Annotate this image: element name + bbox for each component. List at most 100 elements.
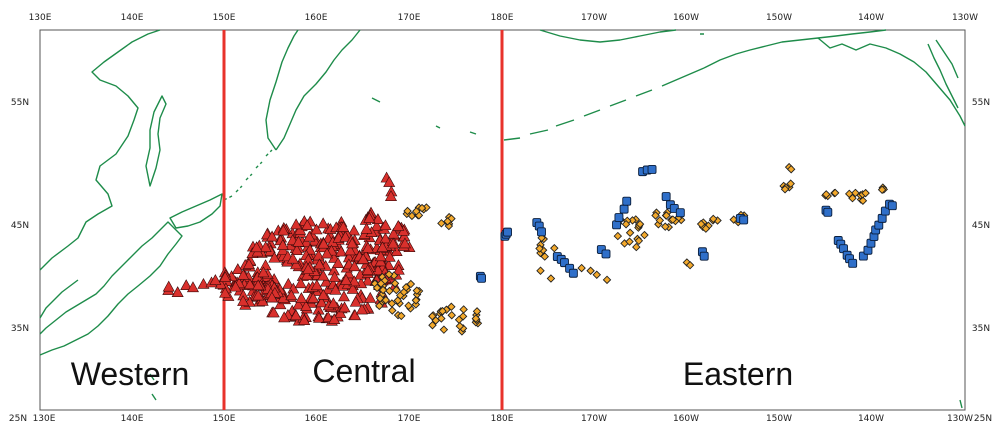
diamond-marker bbox=[685, 260, 695, 270]
diamond-marker bbox=[472, 307, 482, 316]
triangle-marker bbox=[267, 306, 280, 318]
diamond-marker bbox=[602, 275, 612, 285]
triangle-marker bbox=[298, 314, 311, 325]
triangle-marker bbox=[327, 297, 340, 309]
diamond-marker bbox=[437, 219, 446, 228]
diamond-marker bbox=[592, 270, 602, 279]
coastlines bbox=[39, 29, 966, 409]
triangle-marker bbox=[315, 296, 328, 308]
kamchatka-coast bbox=[265, 29, 361, 151]
square-marker bbox=[568, 268, 578, 278]
diamond-marker bbox=[634, 236, 644, 246]
triangle-marker bbox=[286, 252, 299, 264]
square-marker bbox=[601, 249, 611, 259]
triangle-marker bbox=[303, 230, 316, 242]
triangle-marker bbox=[329, 283, 342, 295]
diamond-marker bbox=[443, 217, 452, 226]
diamond-marker bbox=[412, 286, 422, 295]
lon-tick-bottom: 170E bbox=[398, 414, 421, 424]
triangle-marker bbox=[387, 237, 400, 249]
square-marker bbox=[675, 208, 685, 218]
triangle-marker bbox=[348, 260, 361, 272]
diamond-marker bbox=[625, 228, 635, 238]
diamond-marker bbox=[696, 219, 706, 229]
lat-tick-left: 45N bbox=[11, 221, 29, 231]
lon-tick-top: 160E bbox=[305, 13, 328, 23]
triangle-marker bbox=[379, 219, 392, 231]
aleutian-islands bbox=[503, 67, 705, 141]
triangle-marker bbox=[392, 263, 405, 275]
triangle-marker bbox=[371, 263, 384, 275]
triangle-marker bbox=[219, 271, 232, 283]
triangle-marker bbox=[186, 281, 199, 293]
square-marker bbox=[503, 227, 512, 237]
triangle-marker bbox=[392, 219, 405, 231]
lat-tick-right: 35N bbox=[972, 324, 990, 334]
hokkaido-coast bbox=[169, 193, 223, 229]
triangle-marker bbox=[361, 274, 374, 286]
triangle-marker bbox=[307, 292, 320, 303]
diamond-marker bbox=[403, 206, 412, 216]
lon-tick-top: 170W bbox=[581, 13, 607, 23]
diamond-marker bbox=[459, 305, 468, 314]
diamond-marker bbox=[546, 274, 556, 283]
triangle-marker bbox=[300, 300, 313, 312]
diamond-marker bbox=[385, 286, 394, 296]
triangle-marker bbox=[320, 247, 333, 259]
diamond-marker bbox=[384, 270, 394, 279]
triangle-marker bbox=[338, 301, 351, 313]
lon-tick-bottom: 180E bbox=[491, 414, 514, 424]
triangle-marker bbox=[171, 286, 184, 298]
lon-ticks-top: 130E 140E 150E 160E 170E 180E 170W 160W … bbox=[29, 13, 979, 23]
triangle-marker bbox=[387, 227, 400, 239]
triangle-marker bbox=[259, 241, 272, 252]
triangle-marker bbox=[360, 222, 373, 234]
square-marker bbox=[614, 213, 624, 222]
lon-tick-bottom: 140W bbox=[858, 414, 884, 424]
triangle-marker bbox=[294, 277, 307, 289]
triangle-marker bbox=[237, 268, 250, 280]
japan-coast bbox=[39, 221, 183, 356]
lon-ticks-bottom: 130E 140E 150E 160E 170E 180E 170W 160W … bbox=[33, 414, 974, 424]
triangle-marker bbox=[317, 237, 330, 249]
diamond-marker bbox=[375, 301, 384, 311]
lon-tick-bottom: 140E bbox=[121, 414, 144, 424]
diamond-marker bbox=[428, 321, 437, 330]
lon-tick-bottom: 150E bbox=[213, 414, 236, 424]
lon-tick-top: 150E bbox=[213, 13, 236, 23]
diamond-marker bbox=[632, 242, 641, 252]
diamond-marker bbox=[417, 203, 427, 213]
square-marker bbox=[739, 215, 749, 225]
lon-tick-top: 180E bbox=[491, 13, 514, 23]
diamond-marker bbox=[447, 310, 456, 320]
diamond-marker bbox=[392, 285, 401, 295]
diamond-marker bbox=[376, 279, 386, 288]
region-boundaries bbox=[222, 30, 504, 410]
square-marker bbox=[612, 220, 622, 230]
triangle-marker bbox=[290, 218, 303, 230]
square-marker bbox=[477, 273, 486, 283]
diamond-marker bbox=[851, 188, 860, 198]
triangle-marker bbox=[300, 236, 313, 248]
lat-tick-right: 45N bbox=[972, 221, 990, 231]
diamond-marker bbox=[437, 314, 446, 323]
triangle-marker bbox=[277, 224, 290, 236]
alaska-coast bbox=[703, 29, 966, 127]
triangle-marker bbox=[317, 288, 330, 300]
diamond-marker bbox=[877, 185, 887, 194]
diamond-marker bbox=[388, 306, 397, 315]
lon-tick-bottom: 130E bbox=[33, 414, 56, 424]
lat-tick-right: 55N bbox=[972, 98, 990, 108]
triangle-marker bbox=[229, 280, 242, 292]
diamond-marker bbox=[447, 302, 456, 311]
square-marker bbox=[848, 258, 858, 268]
triangle-marker bbox=[231, 263, 244, 275]
triangle-marker bbox=[317, 217, 330, 229]
diamond-marker bbox=[662, 211, 671, 220]
diamond-marker bbox=[390, 279, 400, 288]
lon-tick-bottom: 130W bbox=[947, 414, 973, 424]
diamond-marker bbox=[372, 283, 382, 293]
triangle-marker bbox=[335, 245, 348, 257]
korea-coast bbox=[39, 279, 79, 319]
diamond-marker bbox=[628, 216, 637, 225]
